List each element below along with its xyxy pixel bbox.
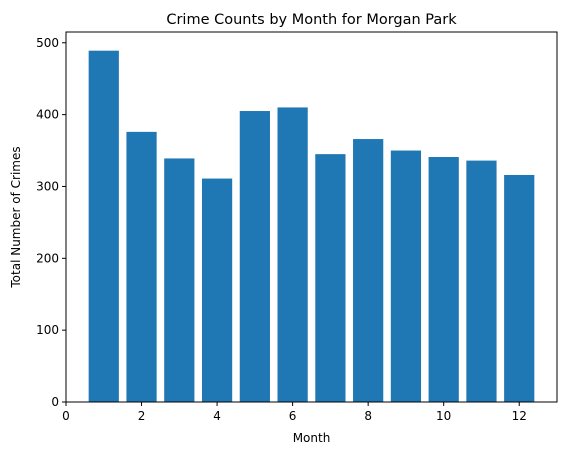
x-axis-ticks: 0 2 4 6 8 10 12 — [62, 402, 527, 423]
x-tick-label: 6 — [289, 409, 297, 423]
x-tick-label: 0 — [62, 409, 70, 423]
x-axis-label: Month — [293, 431, 331, 445]
bar-month-7 — [315, 154, 346, 402]
x-tick-label: 4 — [213, 409, 221, 423]
axes-layer — [65, 31, 558, 403]
x-tick-label: 2 — [138, 409, 146, 423]
x-tick-label: 12 — [512, 409, 527, 423]
bar-month-4 — [201, 178, 233, 402]
plot-frame — [65, 31, 558, 403]
bar-month-3 — [164, 158, 195, 402]
y-tick-label: 100 — [36, 323, 59, 337]
y-tick-label: 400 — [36, 108, 59, 122]
bar-month-6 — [277, 107, 308, 402]
y-tick-label: 300 — [36, 179, 59, 193]
x-tick-label: 8 — [364, 409, 372, 423]
bars-layer — [88, 50, 535, 403]
bar-month-5 — [239, 111, 270, 402]
bar-month-10 — [428, 157, 459, 402]
y-tick-label: 500 — [36, 36, 59, 50]
bar-month-12 — [504, 174, 535, 402]
y-tick-label: 0 — [51, 395, 59, 409]
bar-month-2 — [126, 131, 157, 403]
y-tick-label: 200 — [36, 251, 59, 265]
bar-month-8 — [353, 139, 384, 403]
y-axis-ticks: 0 100 200 300 400 500 — [36, 36, 66, 409]
y-axis-label: Total Number of Crimes — [9, 146, 23, 288]
bar-month-9 — [390, 150, 422, 402]
chart-title: Crime Counts by Month for Morgan Park — [166, 12, 457, 28]
x-tick-label: 10 — [436, 409, 451, 423]
bar-month-11 — [466, 160, 497, 402]
bar-month-1 — [88, 50, 119, 403]
